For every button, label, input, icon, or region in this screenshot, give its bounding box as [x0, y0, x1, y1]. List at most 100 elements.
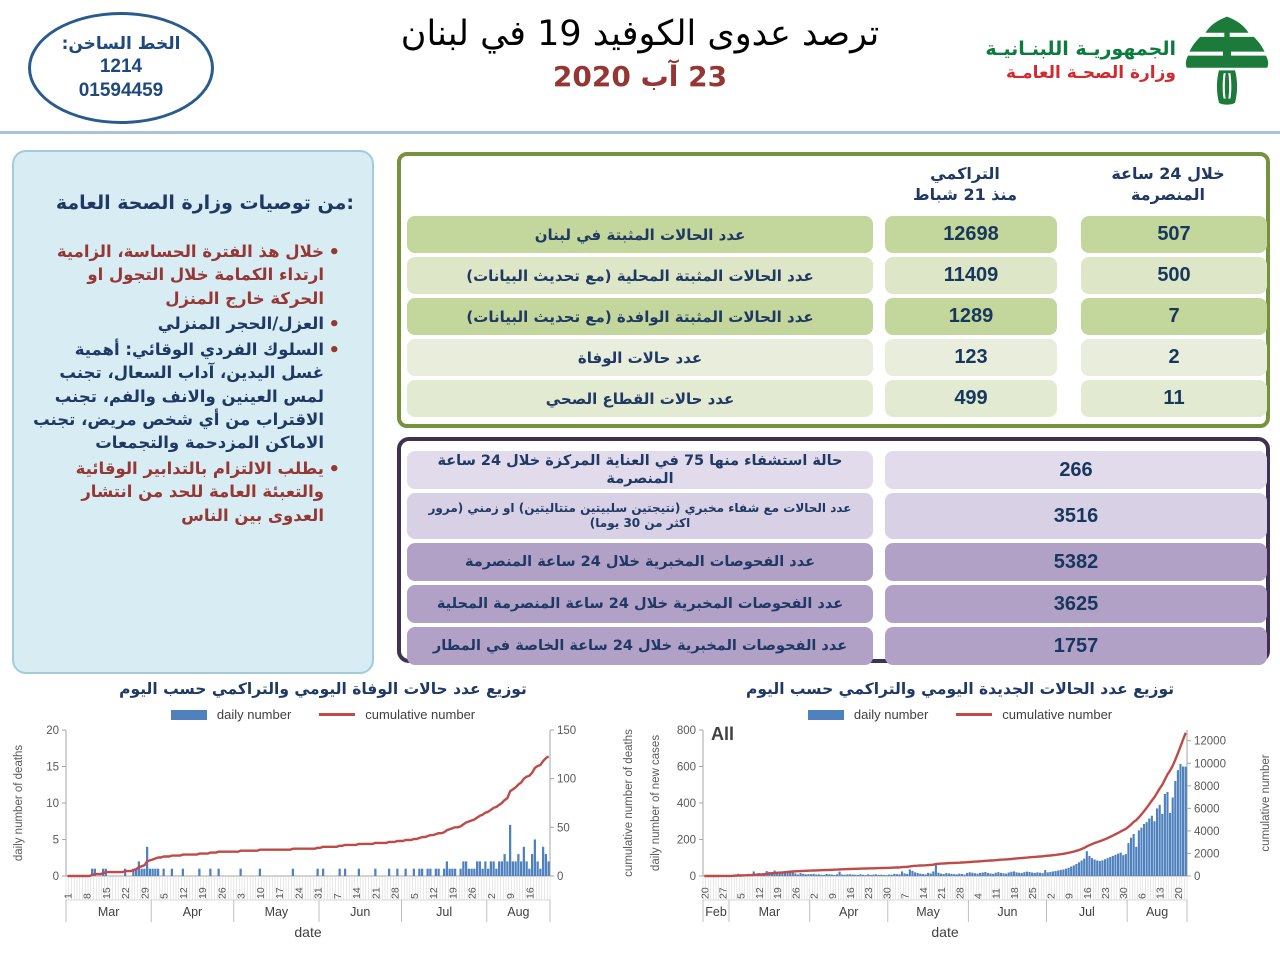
svg-text:6: 6: [1136, 893, 1148, 899]
svg-text:16: 16: [524, 887, 536, 899]
table-row: عدد الحالات المثبتة الوافدة (مع تحديث ال…: [407, 298, 1267, 335]
purple-table-rows: حالة استشفاء منها 75 في العناية المركزة …: [401, 451, 1267, 665]
table-cell-value: 7: [1081, 298, 1267, 335]
table-row: عدد حالات القطاع الصحي 499 11: [407, 380, 1267, 417]
table-row: عدد الفحوصات المخبرية خلال 24 ساعة المنص…: [407, 585, 1267, 623]
table-cell-value: 12698: [885, 216, 1057, 253]
table-cell-label: عدد الفحوصات المخبرية خلال 24 ساعة المنص…: [407, 543, 873, 581]
svg-text:Apr: Apr: [839, 905, 858, 919]
svg-text:cumulative number of deaths: cumulative number of deaths: [623, 729, 635, 877]
svg-text:5: 5: [53, 835, 59, 847]
svg-text:150: 150: [557, 725, 576, 737]
table-cell-label: عدد الحالات مع شفاء مخبري (نتيجتين سلبيت…: [407, 493, 873, 539]
deaths-chart-title: توزيع عدد حالات الوفاة اليومي والتراكمي …: [119, 680, 527, 698]
svg-text:Aug: Aug: [1146, 905, 1168, 919]
table-cell-label: عدد الحالات المثبتة المحلية (مع تحديث ال…: [407, 257, 873, 294]
svg-text:3: 3: [236, 893, 248, 899]
cumulative-number-swatch: [319, 713, 356, 716]
table-cell-value: 500: [1081, 257, 1267, 294]
svg-text:Jul: Jul: [1079, 905, 1095, 919]
svg-text:5: 5: [159, 893, 171, 899]
svg-text:12: 12: [428, 887, 440, 899]
table-cell-label: عدد الحالات المثبتة الوافدة (مع تحديث ال…: [407, 298, 873, 335]
svg-text:2: 2: [486, 893, 498, 899]
column-header-cumulative: التراكمي منذ 21 شباط: [913, 164, 1017, 204]
svg-text:1: 1: [62, 893, 74, 899]
svg-text:15: 15: [101, 887, 113, 899]
svg-text:30: 30: [881, 887, 893, 899]
page-title: ترصد عدوى الكوفيد 19 في لبنان: [400, 14, 880, 54]
main-table-rows: عدد الحالات المثبتة في لبنان 12698 507 عدد …: [401, 216, 1267, 417]
svg-text:100: 100: [557, 774, 576, 786]
logo-ministry-line: وزارة الصحـة العامـة: [1005, 63, 1176, 84]
svg-text:May: May: [916, 905, 940, 919]
svg-text:Jun: Jun: [350, 905, 370, 919]
svg-text:15: 15: [46, 762, 59, 774]
svg-text:20: 20: [699, 887, 711, 899]
svg-text:18: 18: [1009, 887, 1021, 899]
svg-text:24: 24: [293, 887, 305, 899]
hotline-badge: الخط الساخن: 1214 01594459: [28, 12, 214, 124]
table-row: حالة استشفاء منها 75 في العناية المركزة …: [407, 451, 1267, 489]
svg-text:21: 21: [370, 887, 382, 899]
new-cases-chart-svg: 0200400600800020004000600080001000012000…: [650, 725, 1272, 940]
svg-text:16: 16: [1082, 887, 1094, 899]
recommendation-item: خلال هذ الفترة الحساسة، الزامية ارتداء ا…: [30, 240, 340, 310]
recommendations-title: من توصيات وزارة الصحة العامة:: [55, 192, 354, 214]
table-cell-value: 11409: [885, 257, 1057, 294]
svg-text:28: 28: [954, 887, 966, 899]
svg-text:Feb: Feb: [705, 905, 727, 919]
svg-text:600: 600: [677, 762, 696, 774]
table-cell-label: حالة استشفاء منها 75 في العناية المركزة …: [407, 451, 873, 489]
svg-text:8000: 8000: [1194, 781, 1220, 793]
table-cell-label: عدد حالات الوفاة: [407, 339, 873, 376]
svg-text:0: 0: [1194, 871, 1200, 883]
table-row: عدد حالات الوفاة 123 2: [407, 339, 1267, 376]
svg-text:Apr: Apr: [183, 905, 202, 919]
svg-text:10: 10: [46, 798, 59, 810]
svg-text:25: 25: [1027, 887, 1039, 899]
svg-text:26: 26: [790, 887, 802, 899]
svg-text:200: 200: [677, 835, 696, 847]
daily-number-swatch: [807, 709, 844, 720]
svg-text:5: 5: [736, 893, 748, 899]
svg-text:26: 26: [216, 887, 228, 899]
svg-text:0: 0: [53, 871, 59, 883]
table-row: عدد الحالات المثبتة المحلية (مع تحديث ال…: [407, 257, 1267, 294]
svg-text:6000: 6000: [1194, 803, 1220, 815]
svg-text:2: 2: [809, 893, 821, 899]
svg-text:17: 17: [274, 887, 286, 899]
recommendation-item: يطلب الالتزام بالتدابير الوقائية والتعبئ…: [30, 457, 340, 527]
svg-text:50: 50: [557, 822, 570, 834]
svg-text:4000: 4000: [1194, 826, 1220, 838]
svg-text:21: 21: [936, 887, 948, 899]
svg-text:19: 19: [772, 887, 784, 899]
cedar-tree-icon: [1185, 16, 1269, 105]
svg-text:800: 800: [677, 725, 696, 737]
table-cell-label: عدد الحالات المثبتة في لبنان: [407, 216, 873, 253]
svg-text:28: 28: [390, 887, 402, 899]
svg-text:400: 400: [677, 798, 696, 810]
recommendations-list: خلال هذ الفترة الحساسة، الزامية ارتداء ا…: [26, 240, 354, 527]
svg-text:22: 22: [120, 887, 132, 899]
hotline-phone-number: 01594459: [78, 79, 164, 101]
table-cell-label: عدد الفحوصات المخبرية خلال 24 ساعة المنص…: [407, 585, 873, 623]
svg-text:11: 11: [991, 888, 1003, 899]
header-title-block: ترصد عدوى الكوفيد 19 في لبنان 23 آب 2020: [330, 14, 950, 93]
legend-daily-label: daily number: [216, 707, 292, 722]
logo-republic-line: الجمهوريـة اللبنـانيـة: [985, 37, 1176, 60]
svg-text:Jun: Jun: [997, 905, 1017, 919]
ministry-logo-text: الجمهوريـة اللبنـانيـة وزارة الصحـة العا…: [985, 37, 1176, 86]
svg-text:Aug: Aug: [507, 905, 529, 919]
svg-text:5: 5: [409, 893, 421, 899]
recommendations-panel: من توصيات وزارة الصحة العامة: خلال هذ ال…: [12, 150, 374, 674]
svg-text:date: date: [294, 924, 321, 940]
new-cases-chart-legend: daily number cumulative number: [645, 707, 1275, 722]
svg-text:8: 8: [82, 893, 94, 899]
svg-text:14: 14: [351, 887, 363, 899]
svg-text:10: 10: [255, 887, 267, 899]
table-cell-value: 2: [1081, 339, 1267, 376]
svg-text:daily number of new cases: daily number of new cases: [650, 735, 662, 871]
